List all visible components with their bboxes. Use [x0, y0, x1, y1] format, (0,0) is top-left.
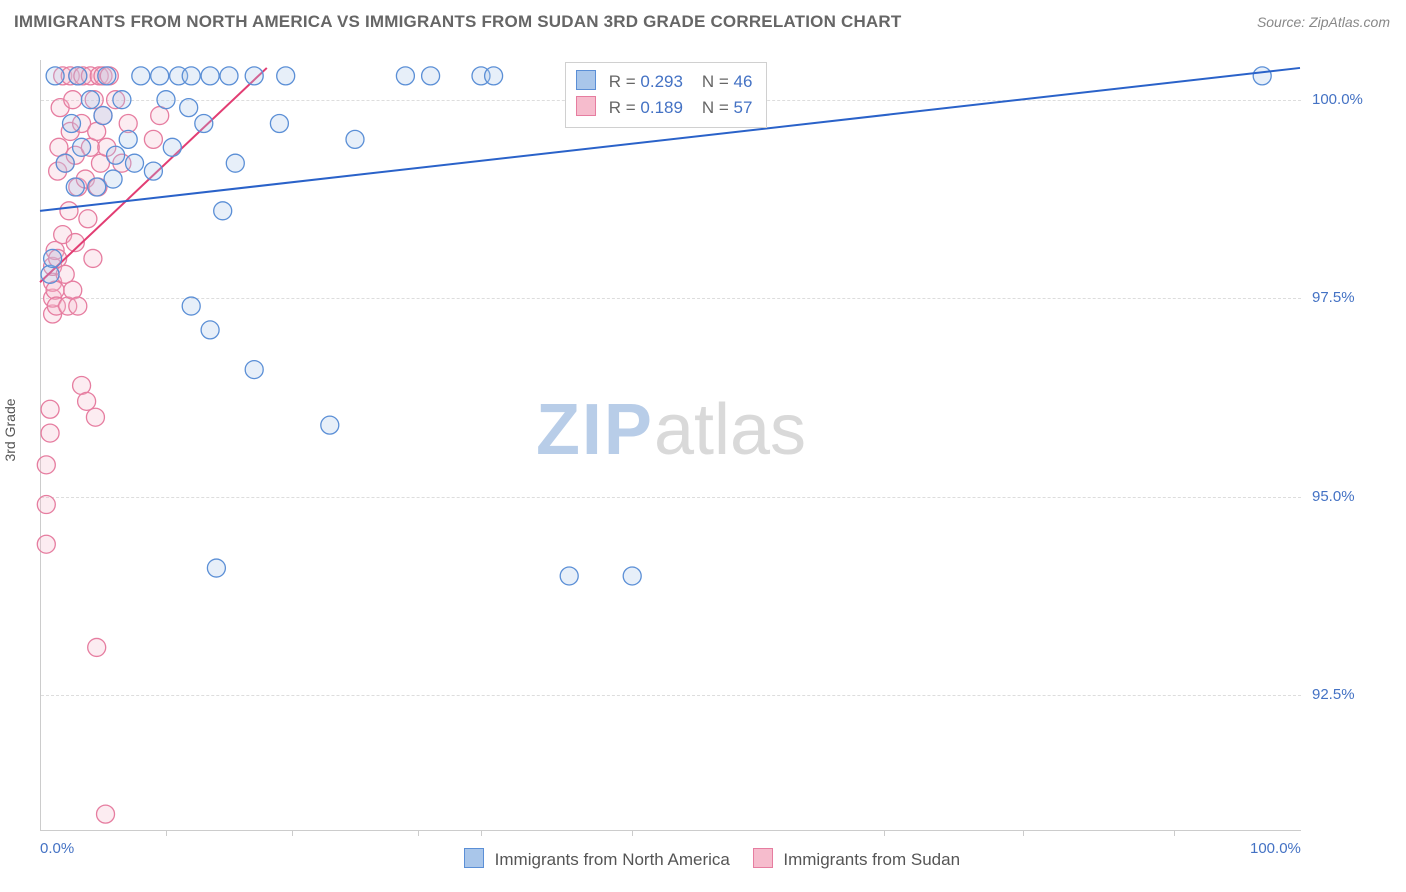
scatter-point — [64, 91, 82, 109]
x-tick-mark — [1174, 830, 1175, 836]
scatter-point — [396, 67, 414, 85]
scatter-point — [37, 496, 55, 514]
scatter-point — [245, 361, 263, 379]
scatter-point — [63, 115, 81, 133]
scatter-point — [1253, 67, 1271, 85]
scatter-point — [41, 424, 59, 442]
scatter-point — [41, 400, 59, 418]
scatter-point — [78, 392, 96, 410]
scatter-point — [46, 281, 64, 299]
scatter-point — [119, 130, 137, 148]
scatter-point — [157, 91, 175, 109]
x-tick-mark — [292, 830, 293, 836]
scatter-point — [422, 67, 440, 85]
x-tick-mark — [418, 830, 419, 836]
scatter-point — [69, 297, 87, 315]
scatter-point — [104, 170, 122, 188]
scatter-point — [81, 91, 99, 109]
stats-n-label-a: N = — [702, 72, 729, 91]
source-credit: Source: ZipAtlas.com — [1257, 14, 1390, 30]
scatter-point — [346, 130, 364, 148]
scatter-point — [195, 115, 213, 133]
legend-label-a: Immigrants from North America — [495, 850, 730, 869]
scatter-point — [97, 805, 115, 823]
scatter-point — [182, 67, 200, 85]
stats-r-label-b: R = — [609, 98, 636, 117]
x-tick-mark — [884, 830, 885, 836]
scatter-point — [73, 376, 91, 394]
scatter-point — [98, 67, 116, 85]
stats-n-label-b: N = — [702, 98, 729, 117]
stats-row-b: R = 0.189 N = 57 — [576, 95, 752, 121]
legend-swatch-b — [753, 848, 773, 868]
scatter-point — [623, 567, 641, 585]
scatter-point — [144, 130, 162, 148]
stats-r-value-b: 0.189 — [640, 98, 683, 117]
x-tick-mark — [166, 830, 167, 836]
scatter-point — [163, 138, 181, 156]
scatter-point — [64, 281, 82, 299]
scatter-point — [560, 567, 578, 585]
scatter-point — [126, 154, 144, 172]
scatter-point — [60, 202, 78, 220]
scatter-point — [245, 67, 263, 85]
y-tick-label: 92.5% — [1312, 686, 1355, 703]
scatter-point — [180, 99, 198, 117]
scatter-point — [56, 154, 74, 172]
scatter-point — [37, 456, 55, 474]
scatter-point — [214, 202, 232, 220]
scatter-point — [41, 265, 59, 283]
scatter-point — [84, 249, 102, 267]
scatter-point — [66, 178, 84, 196]
stats-swatch-a — [576, 70, 596, 90]
chart-title: IMMIGRANTS FROM NORTH AMERICA VS IMMIGRA… — [14, 12, 901, 32]
scatter-point — [132, 67, 150, 85]
x-tick-mark — [1023, 830, 1024, 836]
scatter-point — [201, 321, 219, 339]
x-tick-mark — [632, 830, 633, 836]
scatter-point — [73, 138, 91, 156]
scatter-point — [69, 67, 87, 85]
scatter-point — [182, 297, 200, 315]
x-tick-label: 100.0% — [1250, 840, 1301, 857]
plot-svg — [40, 60, 1300, 830]
chart-container: IMMIGRANTS FROM NORTH AMERICA VS IMMIGRA… — [0, 0, 1406, 892]
scatter-point — [485, 67, 503, 85]
scatter-point — [207, 559, 225, 577]
stats-n-value-b: 57 — [734, 98, 753, 117]
stats-r-label-a: R = — [609, 72, 636, 91]
y-tick-label: 100.0% — [1312, 91, 1363, 108]
x-tick-mark — [481, 830, 482, 836]
scatter-point — [79, 210, 97, 228]
legend-swatch-a — [464, 848, 484, 868]
scatter-point — [321, 416, 339, 434]
scatter-point — [113, 91, 131, 109]
legend: Immigrants from North America Immigrants… — [0, 848, 1406, 870]
scatter-point — [46, 67, 64, 85]
scatter-point — [270, 115, 288, 133]
stats-swatch-b — [576, 96, 596, 116]
scatter-point — [151, 67, 169, 85]
scatter-point — [86, 408, 104, 426]
scatter-point — [144, 162, 162, 180]
stats-r-value-a: 0.293 — [640, 72, 683, 91]
scatter-point — [220, 67, 238, 85]
stats-n-value-a: 46 — [734, 72, 753, 91]
y-tick-label: 97.5% — [1312, 289, 1355, 306]
y-tick-label: 95.0% — [1312, 488, 1355, 505]
scatter-point — [107, 146, 125, 164]
legend-label-b: Immigrants from Sudan — [783, 850, 960, 869]
x-tick-label: 0.0% — [40, 840, 74, 857]
y-axis-label: 3rd Grade — [2, 398, 18, 461]
stats-box: R = 0.293 N = 46 R = 0.189 N = 57 — [565, 62, 767, 128]
scatter-point — [88, 638, 106, 656]
scatter-point — [88, 178, 106, 196]
scatter-point — [37, 535, 55, 553]
scatter-point — [44, 249, 62, 267]
scatter-point — [226, 154, 244, 172]
stats-row-a: R = 0.293 N = 46 — [576, 69, 752, 95]
scatter-point — [94, 107, 112, 125]
scatter-point — [277, 67, 295, 85]
scatter-point — [201, 67, 219, 85]
